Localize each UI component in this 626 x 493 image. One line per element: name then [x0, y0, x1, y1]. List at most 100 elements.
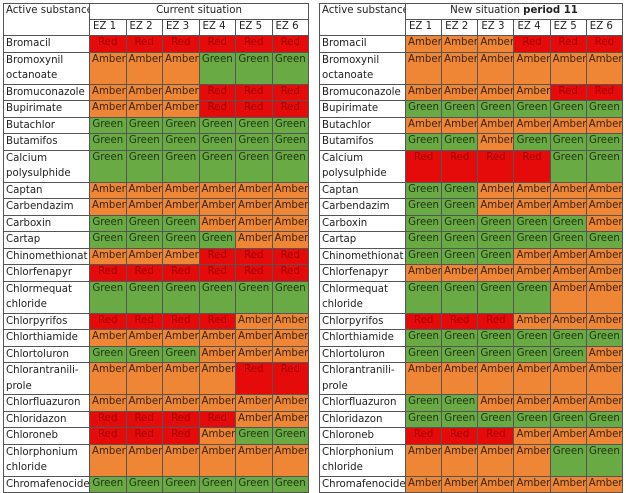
status-cell-amber: Amber	[89, 394, 127, 412]
status-cell-amber: Amber	[404, 35, 443, 53]
status-cell-amber: Amber	[162, 394, 200, 412]
substance-name: Bromuconazole	[319, 83, 406, 101]
status-cell-amber: Amber	[89, 198, 127, 216]
status-cell-green: Green	[89, 116, 127, 134]
status-cell-amber: Amber	[271, 198, 309, 216]
status-cell-green: Green	[162, 475, 200, 493]
table-row: Chloridazon Green Green Green Green Green Gree…	[319, 410, 624, 428]
status-cell-amber: Amber	[477, 264, 515, 282]
table-row: Cartap Green Green Green Green Amber Amber	[3, 231, 309, 249]
zone-header: EZ 2	[125, 19, 163, 36]
status-cell-green: Green	[404, 133, 443, 151]
status-cell-green: Green	[125, 133, 163, 151]
status-cell-green: Green	[549, 329, 587, 347]
substance-name: Chlorthiamide	[3, 329, 90, 347]
status-cell-amber: Amber	[162, 247, 200, 265]
status-cell-green: Green	[89, 475, 127, 493]
status-cell-amber: Amber	[125, 51, 163, 85]
substance-name: Calcium polysulphide	[3, 149, 90, 183]
status-cell-amber: Amber	[235, 345, 273, 363]
status-cell-amber: Amber	[198, 362, 236, 395]
status-cell-amber: Amber	[513, 427, 551, 445]
status-cell-amber: Amber	[513, 394, 551, 412]
table-row: Calcium polysulphide Green Green Green Green…	[3, 149, 309, 183]
table-row: Bromoxynil octanoate Amber Amber Amber Green…	[3, 51, 309, 85]
status-cell-amber: Amber	[441, 51, 479, 85]
status-cell-green: Green	[235, 427, 273, 445]
status-cell-red: Red	[162, 410, 200, 428]
substance-name: Bromoxynil octanoate	[319, 51, 406, 85]
table-row: Chlorthiamide Amber Amber Amber Amber Amber Am…	[3, 329, 309, 347]
status-cell-green: Green	[477, 100, 515, 118]
header-row: Active substance Current situation	[3, 3, 309, 36]
status-cell-red: Red	[271, 264, 309, 282]
status-cell-amber: Amber	[441, 475, 479, 493]
status-cell-amber: Amber	[271, 443, 309, 477]
status-cell-red: Red	[235, 100, 273, 118]
status-cell-green: Green	[89, 133, 127, 151]
status-cell-green: Green	[235, 149, 273, 183]
status-cell-amber: Amber	[585, 247, 624, 265]
table-row: Chloroneb Red Red Red Amber Amber Amber	[319, 427, 624, 445]
table-row: Chlorantranili-prole Amber Amber Amber Amber…	[319, 362, 624, 395]
status-cell-amber: Amber	[404, 116, 443, 134]
status-cell-amber: Amber	[513, 264, 551, 282]
status-cell-red: Red	[477, 427, 515, 445]
status-cell-amber: Amber	[235, 410, 273, 428]
table-row: Chlorfluazuron Amber Amber Amber Amber Amber A…	[3, 394, 309, 412]
status-cell-amber: Amber	[441, 116, 479, 134]
status-cell-green: Green	[198, 475, 236, 493]
status-cell-amber: Amber	[477, 362, 515, 395]
table-row: Chloroneb Red Red Red Amber Green Green	[3, 427, 309, 445]
table-row: Captan Green Green Amber Amber Amber Amber	[319, 181, 624, 199]
status-cell-amber: Amber	[549, 280, 587, 314]
status-cell-amber: Amber	[585, 181, 624, 199]
table-row: Calcium polysulphide Red Red Red Red Green Gre…	[319, 149, 624, 183]
status-cell-amber: Amber	[477, 51, 515, 85]
status-cell-amber: Amber	[89, 181, 127, 199]
status-cell-green: Green	[513, 329, 551, 347]
substance-name: Chlorfluazuron	[319, 394, 406, 412]
status-cell-amber: Amber	[271, 329, 309, 347]
status-cell-green: Green	[441, 198, 479, 216]
status-cell-amber: Amber	[513, 247, 551, 265]
table-row: Chloridazon Red Red Red Red Amber Amber	[3, 410, 309, 428]
status-cell-amber: Amber	[125, 443, 163, 477]
substance-name: Carbendazim	[3, 198, 90, 216]
substance-name: Butamifos	[3, 133, 90, 151]
substance-name: Cartap	[3, 231, 90, 249]
status-cell-amber: Amber	[404, 264, 443, 282]
zone-header-row: EZ 1 EZ 2 EZ 3 EZ 4 EZ 5 EZ 6	[320, 19, 624, 36]
status-cell-red: Red	[235, 83, 273, 101]
status-cell-green: Green	[404, 394, 443, 412]
status-cell-amber: Amber	[549, 247, 587, 265]
status-cell-green: Green	[198, 133, 236, 151]
status-cell-amber: Amber	[477, 394, 515, 412]
status-cell-red: Red	[549, 35, 587, 53]
table-row: Carboxin Green Green Green Green Green Amber	[319, 214, 624, 232]
status-cell-red: Red	[125, 410, 163, 428]
status-cell-green: Green	[549, 214, 587, 232]
status-cell-green: Green	[198, 280, 236, 314]
zone-header: EZ 5	[549, 19, 587, 36]
status-cell-red: Red	[198, 35, 236, 53]
status-cell-red: Red	[271, 362, 309, 395]
status-cell-amber: Amber	[89, 247, 127, 265]
table-row: Butamifos Green Green Green Green Green Green	[3, 133, 309, 151]
status-cell-red: Red	[441, 312, 479, 330]
zone-header: EZ 4	[513, 19, 551, 36]
status-cell-amber: Amber	[585, 345, 624, 363]
status-cell-amber: Amber	[198, 443, 236, 477]
status-cell-amber: Amber	[235, 312, 273, 330]
status-cell-amber: Amber	[162, 362, 200, 395]
status-cell-green: Green	[477, 329, 515, 347]
substance-name: Chloroneb	[3, 427, 90, 445]
substance-name: Chinomethionat	[3, 247, 90, 265]
status-cell-green: Green	[271, 149, 309, 183]
table-row: Butachlor Amber Amber Amber Amber Amber Amber	[319, 116, 624, 134]
status-cell-amber: Amber	[198, 214, 236, 232]
zone-header: EZ 2	[441, 19, 479, 36]
zone-header-row: EZ 1 EZ 2 EZ 3 EZ 4 EZ 5 EZ 6	[4, 19, 309, 36]
status-cell-green: Green	[441, 394, 479, 412]
status-cell-green: Green	[441, 247, 479, 265]
